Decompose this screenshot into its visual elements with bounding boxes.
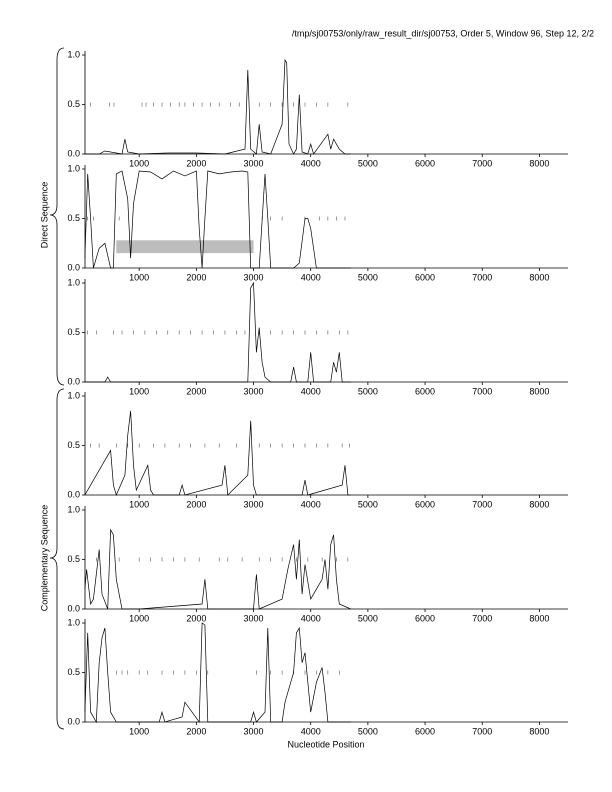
x-tick-label: 2000	[186, 158, 206, 168]
x-tick-label: 5000	[358, 158, 378, 168]
x-tick-label: 6000	[415, 386, 435, 396]
x-tick-label: 7000	[472, 386, 492, 396]
x-tick-label: 7000	[472, 726, 492, 736]
complementary-label: Complementary Sequence	[39, 505, 49, 612]
axis-line	[84, 506, 568, 610]
y-tick-label: 0.0	[67, 148, 80, 158]
x-tick-label: 3000	[244, 499, 264, 509]
x-tick-label: 4000	[301, 386, 321, 396]
x-tick-label: 6000	[415, 499, 435, 509]
direct-label: Direct Sequence	[39, 182, 49, 249]
data-line	[84, 58, 351, 155]
y-tick-label: 1.0	[67, 163, 80, 173]
x-tick-label: 5000	[358, 499, 378, 509]
y-tick-label: 0.0	[67, 603, 80, 613]
x-tick-label: 5000	[358, 386, 378, 396]
data-line	[84, 528, 351, 610]
x-tick-label: 2000	[186, 613, 206, 623]
x-tick-label: 1000	[129, 272, 149, 282]
x-tick-label: 3000	[244, 158, 264, 168]
x-tick-label: 3000	[244, 272, 264, 282]
x-tick-label: 1000	[129, 386, 149, 396]
y-tick-label: 1.0	[67, 617, 80, 627]
x-tick-label: 8000	[529, 613, 549, 623]
y-tick-label: 0.5	[67, 99, 80, 109]
y-tick-label: 0.0	[67, 716, 80, 726]
x-tick-label: 8000	[529, 272, 549, 282]
data-line	[84, 622, 351, 724]
x-tick-label: 4000	[301, 158, 321, 168]
x-tick-label: 6000	[415, 726, 435, 736]
axis-line	[84, 279, 568, 383]
x-tick-label: 2000	[186, 386, 206, 396]
y-tick-label: 0.5	[67, 440, 80, 450]
x-tick-label: 8000	[529, 386, 549, 396]
x-tick-label: 5000	[358, 726, 378, 736]
x-tick-label: 3000	[244, 726, 264, 736]
axis-line	[84, 51, 568, 155]
y-tick-label: 0.0	[67, 376, 80, 386]
x-tick-label: 7000	[472, 158, 492, 168]
x-tick-label: 1000	[129, 158, 149, 168]
bracket	[49, 388, 65, 730]
x-tick-label: 8000	[529, 499, 549, 509]
y-tick-label: 0.5	[67, 213, 80, 223]
x-tick-label: 1000	[129, 613, 149, 623]
y-tick-label: 1.0	[67, 504, 80, 514]
y-tick-label: 0.5	[67, 667, 80, 677]
x-tick-label: 5000	[358, 272, 378, 282]
x-tick-label: 4000	[301, 272, 321, 282]
axis-line	[84, 392, 568, 496]
x-tick-label: 2000	[186, 272, 206, 282]
x-tick-label: 4000	[301, 499, 321, 509]
x-tick-label: 2000	[186, 499, 206, 509]
x-tick-label: 1000	[129, 726, 149, 736]
bracket	[49, 47, 65, 386]
region	[116, 240, 254, 254]
x-tick-label: 6000	[415, 272, 435, 282]
x-tick-label: 8000	[529, 158, 549, 168]
y-tick-label: 1.0	[67, 277, 80, 287]
x-tick-label: 5000	[358, 613, 378, 623]
x-tick-label: 6000	[415, 613, 435, 623]
data-line	[84, 281, 351, 383]
x-tick-label: 3000	[244, 613, 264, 623]
y-tick-label: 0.0	[67, 489, 80, 499]
y-tick-label: 1.0	[67, 390, 80, 400]
x-tick-label: 4000	[301, 726, 321, 736]
x-tick-label: 1000	[129, 499, 149, 509]
y-tick-label: 0.5	[67, 327, 80, 337]
x-tick-label: 8000	[529, 726, 549, 736]
data-line	[84, 170, 351, 269]
x-axis-label: Nucleotide Position	[287, 739, 364, 749]
y-tick-label: 1.0	[67, 49, 80, 59]
x-tick-label: 7000	[472, 272, 492, 282]
y-tick-label: 0.0	[67, 262, 80, 272]
x-tick-label: 7000	[472, 613, 492, 623]
x-tick-label: 6000	[415, 158, 435, 168]
y-tick-label: 0.5	[67, 554, 80, 564]
x-tick-label: 2000	[186, 726, 206, 736]
x-tick-label: 3000	[244, 386, 264, 396]
data-line	[84, 410, 351, 497]
x-tick-label: 4000	[301, 613, 321, 623]
x-tick-label: 7000	[472, 499, 492, 509]
page-title: /tmp/sj00753/only/raw_result_dir/sj00753…	[292, 28, 594, 38]
